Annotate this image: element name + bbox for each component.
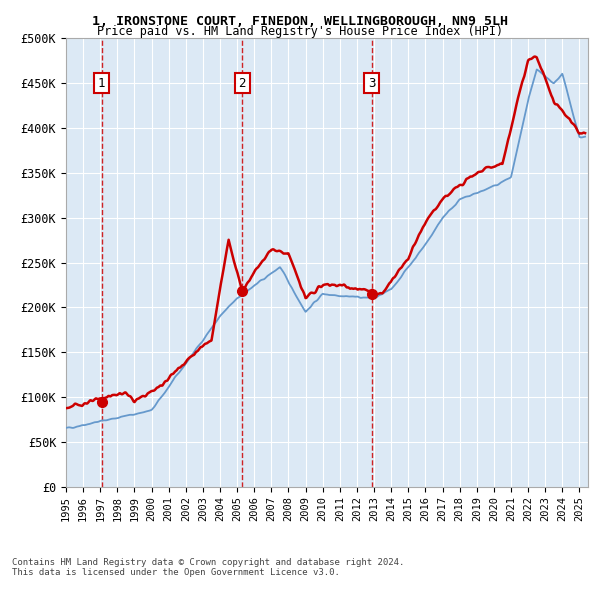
Text: 1, IRONSTONE COURT, FINEDON, WELLINGBOROUGH, NN9 5LH: 1, IRONSTONE COURT, FINEDON, WELLINGBORO…: [92, 15, 508, 28]
Text: Price paid vs. HM Land Registry's House Price Index (HPI): Price paid vs. HM Land Registry's House …: [97, 25, 503, 38]
Text: 2: 2: [238, 77, 246, 90]
Text: Contains HM Land Registry data © Crown copyright and database right 2024.
This d: Contains HM Land Registry data © Crown c…: [12, 558, 404, 577]
Text: 1: 1: [98, 77, 106, 90]
Text: 3: 3: [368, 77, 376, 90]
